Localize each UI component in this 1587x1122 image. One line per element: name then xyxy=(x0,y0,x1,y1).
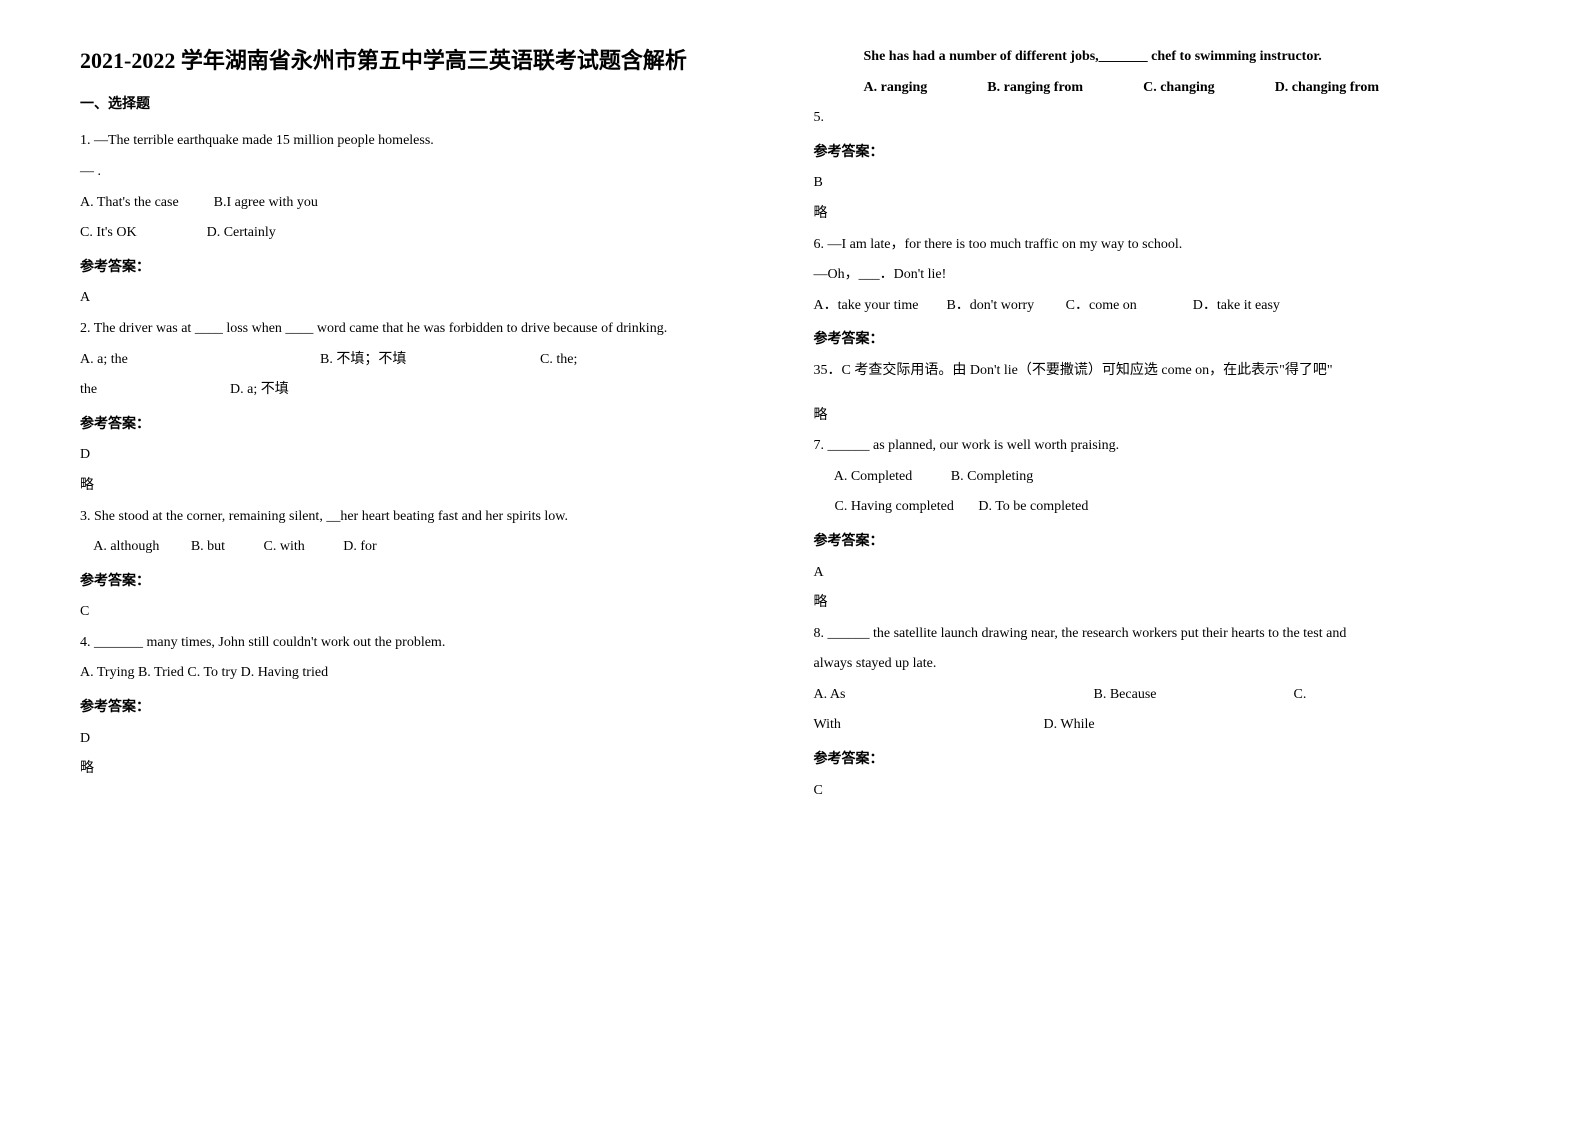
q7-options-line1: A. Completed B. Completing xyxy=(814,464,1508,491)
page-container: 2021-2022 学年湖南省永州市第五中学高三英语联考试题含解析 一、选择题 … xyxy=(0,0,1587,1122)
q4-options: A. Trying B. Tried C. To try D. Having t… xyxy=(80,660,774,687)
q2-line2b: D. a; 不填 xyxy=(230,377,289,404)
q5-optC: C. changing xyxy=(1143,75,1215,102)
q2-line2a: the xyxy=(80,377,230,404)
q5-optB: B. ranging from xyxy=(987,75,1083,102)
q6-stem: 6. —I am late，for there is too much traf… xyxy=(814,232,1508,259)
q8-stem: 8. ______ the satellite launch drawing n… xyxy=(814,621,1508,648)
q8-line3a: With xyxy=(814,712,1044,739)
right-column: She has had a number of different jobs,_… xyxy=(794,40,1528,1082)
q5-answer-value: B xyxy=(814,170,1508,197)
q2-options-line1: A. a; the B. 不填；不填 C. the; xyxy=(80,347,774,374)
q3-answer-label: 参考答案： xyxy=(80,569,774,596)
q1-answer-label: 参考答案： xyxy=(80,255,774,282)
q2-answer-label: 参考答案： xyxy=(80,412,774,439)
q8-answer-value: C xyxy=(814,778,1508,805)
q4-answer-label: 参考答案： xyxy=(80,695,774,722)
q4-stem: 4. _______ many times, John still couldn… xyxy=(80,630,774,657)
q4-slightly: 略 xyxy=(80,756,774,783)
q6-line2: —Oh，___．Don't lie! xyxy=(814,262,1508,289)
q3-stem: 3. She stood at the corner, remaining si… xyxy=(80,504,774,531)
document-title: 2021-2022 学年湖南省永州市第五中学高三英语联考试题含解析 xyxy=(80,40,774,82)
q1-stem: 1. —The terrible earthquake made 15 mill… xyxy=(80,128,774,155)
q7-answer-value: A xyxy=(814,560,1508,587)
q6-explain: 35．C 考查交际用语。由 Don't lie（不要撒谎）可知应选 come o… xyxy=(814,358,1508,385)
q5-prompt: She has had a number of different jobs,_… xyxy=(814,44,1508,71)
q2-answer-value: D xyxy=(80,442,774,469)
q5-options-row: A. ranging B. ranging from C. changing D… xyxy=(814,75,1508,102)
q6-options: A．take your time B．don't worry C．come on… xyxy=(814,293,1508,320)
q6-answer-label: 参考答案： xyxy=(814,327,1508,354)
q7-answer-label: 参考答案： xyxy=(814,529,1508,556)
q2-stem: 2. The driver was at ____ loss when ____… xyxy=(80,316,774,343)
q3-options: A. although B. but C. with D. for xyxy=(80,534,774,561)
section-heading: 一、选择题 xyxy=(80,92,774,119)
q8-optA: A. As xyxy=(814,682,1094,709)
q1-options-line2: C. It's OK D. Certainly xyxy=(80,220,774,247)
q4-answer-value: D xyxy=(80,726,774,753)
q8-options-line2: With D. While xyxy=(814,712,1508,739)
q5-optA: A. ranging xyxy=(864,75,928,102)
q7-stem: 7. ______ as planned, our work is well w… xyxy=(814,433,1508,460)
q2-optA: A. a; the xyxy=(80,347,320,374)
q8-line2: always stayed up late. xyxy=(814,651,1508,678)
q3-answer-value: C xyxy=(80,599,774,626)
q1-options-line1: A. That's the case B.I agree with you xyxy=(80,190,774,217)
q2-optB: B. 不填；不填 xyxy=(320,347,540,374)
q8-answer-label: 参考答案： xyxy=(814,747,1508,774)
q8-optC: C. xyxy=(1294,682,1307,709)
q2-optC: C. the; xyxy=(540,347,577,374)
q2-options-line2: the D. a; 不填 xyxy=(80,377,774,404)
q8-line3b: D. While xyxy=(1044,712,1095,739)
q5-optD: D. changing from xyxy=(1275,75,1379,102)
q2-slightly: 略 xyxy=(80,473,774,500)
q8-optB: B. Because xyxy=(1094,682,1294,709)
q6-slightly: 略 xyxy=(814,403,1508,430)
left-column: 2021-2022 学年湖南省永州市第五中学高三英语联考试题含解析 一、选择题 … xyxy=(60,40,794,1082)
q8-options-line1: A. As B. Because C. xyxy=(814,682,1508,709)
q1-dash: — . xyxy=(80,159,774,186)
q5-slightly: 略 xyxy=(814,201,1508,228)
q7-slightly: 略 xyxy=(814,590,1508,617)
q5-answer-label: 参考答案： xyxy=(814,140,1508,167)
q7-options-line2: C. Having completed D. To be completed xyxy=(814,494,1508,521)
q1-answer-value: A xyxy=(80,285,774,312)
q5-number: 5. xyxy=(814,105,1508,132)
